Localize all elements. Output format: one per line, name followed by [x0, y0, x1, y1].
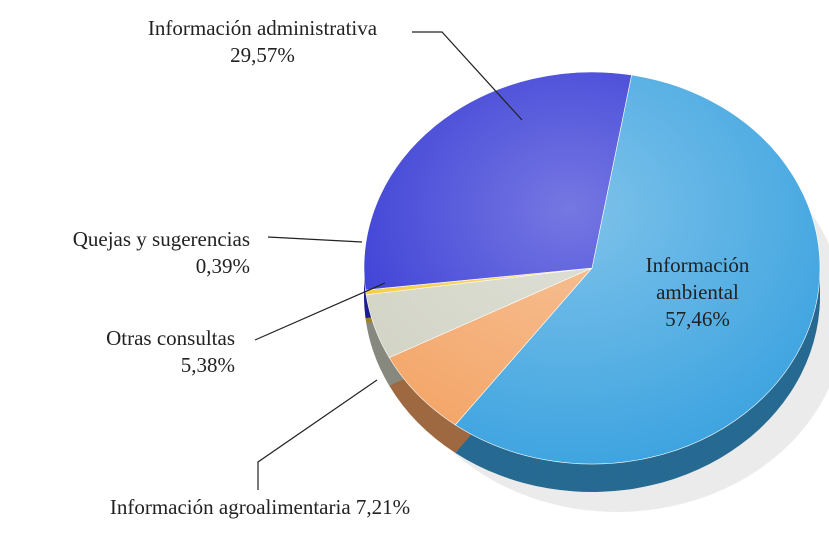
label-administrativa: Información administrativa 29,57% [130, 15, 395, 69]
value-label: 0,39% [195, 254, 250, 278]
label-quejas: Quejas y sugerencias 0,39% [0, 226, 250, 280]
leader-line [257, 379, 378, 490]
value-label: 29,57% [230, 43, 295, 67]
category-label: Otras consultas [106, 326, 235, 350]
label-otras: Otras consultas 5,38% [0, 325, 235, 379]
category-label: Información agroalimentaria [109, 495, 351, 519]
category-label: Información administrativa [147, 16, 378, 40]
value-label: 7,21% [355, 495, 411, 519]
leader-line [267, 236, 363, 243]
label-ambiental: Información ambiental 57,46% [625, 252, 770, 333]
leader-lines [254, 31, 523, 490]
leader-line [412, 31, 523, 121]
leader-line [254, 282, 386, 341]
category-label: Quejas y sugerencias [72, 227, 250, 251]
slice [363, 71, 632, 291]
label-agro: Información agroalimentaria 7,21% [95, 494, 425, 521]
category-label: Información ambiental [645, 253, 750, 304]
slices [363, 71, 829, 512]
value-label: 5,38% [180, 353, 235, 377]
value-label: 57,46% [665, 307, 730, 331]
